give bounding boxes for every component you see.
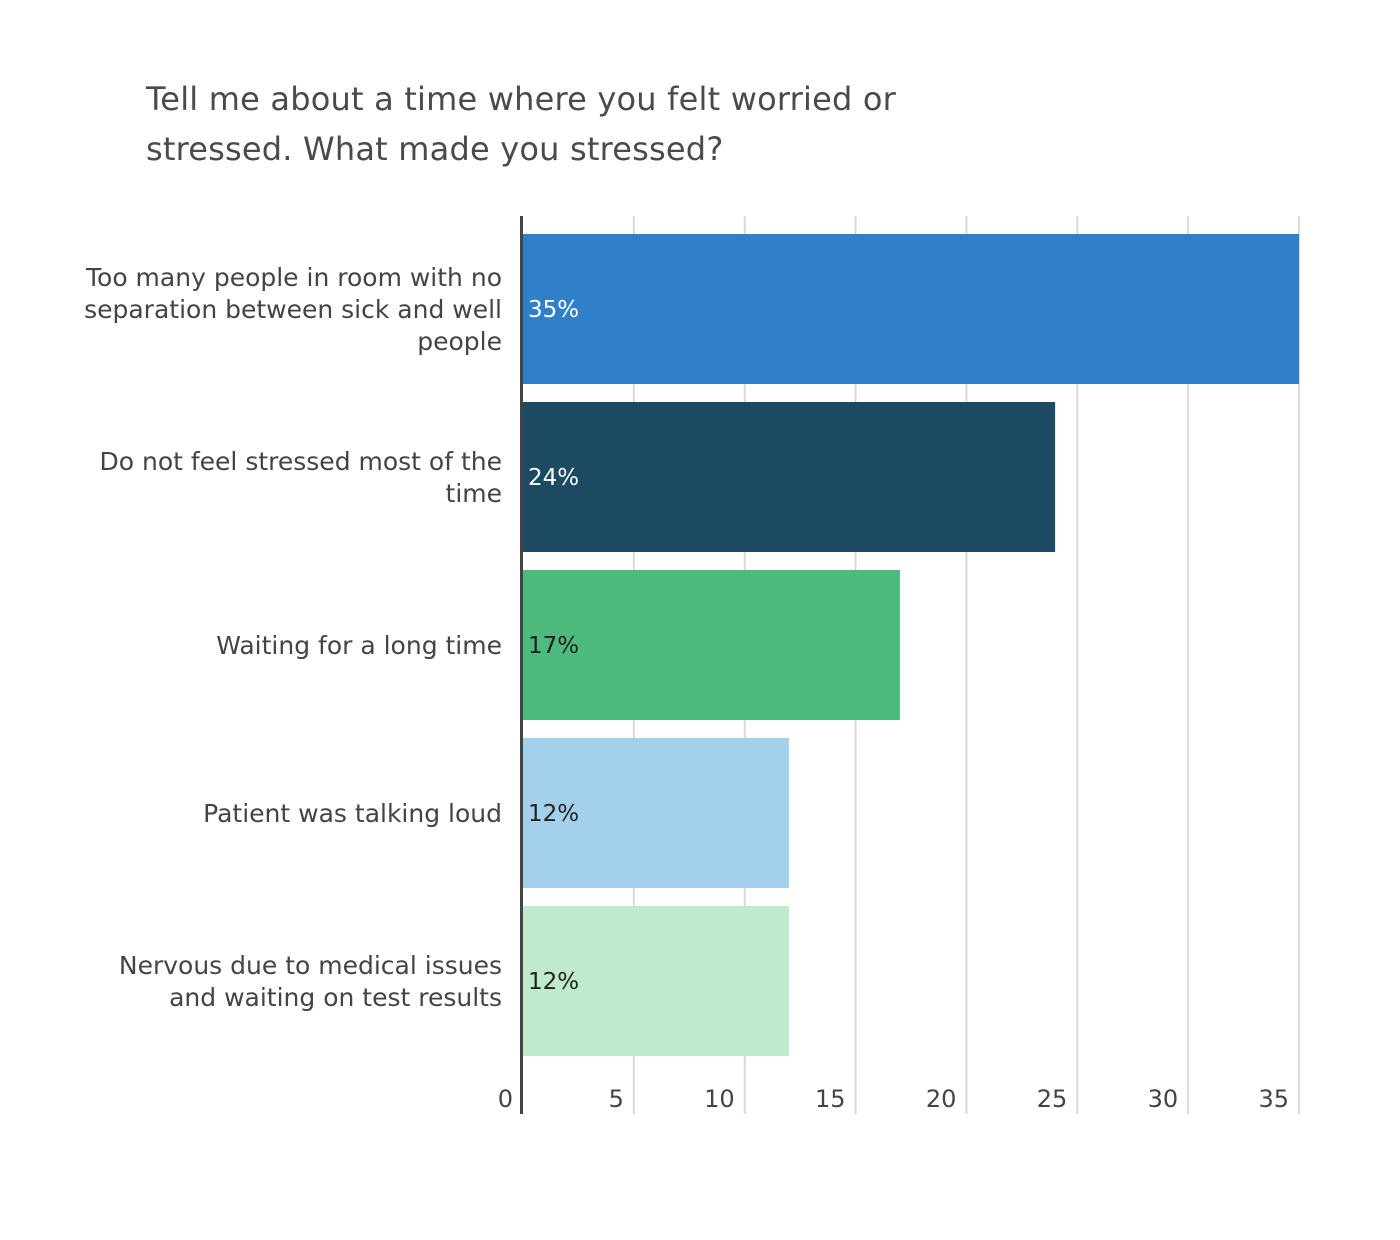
x-tick-label: 30: [1148, 1085, 1179, 1113]
bar: [523, 570, 900, 720]
x-tick-label: 5: [609, 1085, 624, 1113]
data-label: 12%: [528, 801, 579, 827]
category-label: Do not feel stressed most of the time: [99, 447, 502, 508]
x-tick-label: 25: [1037, 1085, 1068, 1113]
data-label: 35%: [528, 297, 579, 323]
data-label: 12%: [528, 969, 579, 995]
category-label: Waiting for a long time: [216, 631, 502, 660]
category-labels: Too many people in room with no separatio…: [84, 263, 502, 1012]
bar: [523, 738, 790, 888]
data-label: 24%: [528, 465, 579, 491]
chart-title: Tell me about a time where you felt worr…: [146, 80, 897, 168]
x-tick-label: 10: [704, 1085, 735, 1113]
x-tick-label: 15: [815, 1085, 846, 1113]
bar: [523, 234, 1299, 384]
bar: [523, 906, 790, 1056]
bar: [523, 402, 1056, 552]
x-tick-label: 0: [498, 1085, 513, 1113]
x-tick-label: 35: [1258, 1085, 1289, 1113]
x-tick-label: 20: [926, 1085, 957, 1113]
category-label: Patient was talking loud: [203, 799, 502, 828]
category-label: Too many people in room with no separatio…: [84, 263, 502, 356]
category-label: Nervous due to medical issues and waiting…: [119, 951, 502, 1012]
data-label: 17%: [528, 633, 579, 659]
bars: 35% 24% 17% 12% 12%: [523, 234, 1299, 1056]
x-axis-ticks: 0 5 10 15 20 25 30 35: [498, 1085, 1289, 1113]
